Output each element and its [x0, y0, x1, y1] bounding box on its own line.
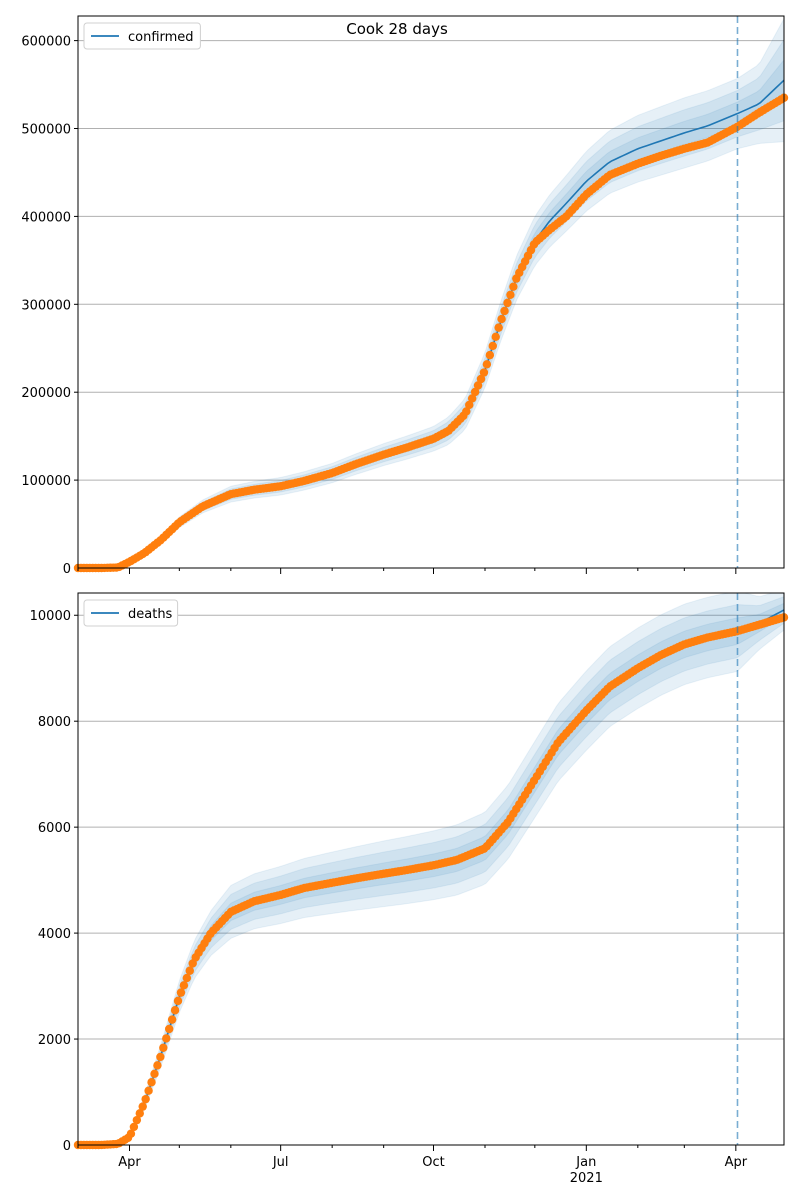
confirmed-panel: 0 100000 200000 300000 400000 500000 600000 con… — [21, 15, 789, 577]
observed-point — [185, 966, 194, 975]
observed-point — [162, 1034, 171, 1043]
uncertainty-band-1 — [112, 18, 785, 569]
observed-point — [126, 1129, 136, 1138]
x-tick-label: Apr — [725, 1155, 748, 1170]
observed-point — [147, 1078, 156, 1087]
observed-point — [503, 298, 512, 308]
observed-point — [462, 407, 471, 416]
x-tick-label: Oct — [422, 1155, 444, 1170]
observed-points — [73, 613, 789, 1150]
observed-point — [167, 1015, 177, 1024]
y-tick-label: 8000 — [38, 715, 71, 730]
legend: confirmed — [83, 22, 201, 50]
x-tick-sublabel: 2021 — [570, 1171, 603, 1186]
y-tick-label: 600000 — [21, 35, 71, 50]
figure-title: Cook 28 days — [346, 20, 448, 38]
uncertainty-band-3 — [112, 58, 785, 569]
legend-box — [83, 599, 179, 627]
observed-point — [164, 1024, 174, 1034]
uncertainty-band-2 — [112, 37, 785, 569]
observed-point — [135, 1109, 144, 1118]
observed-point — [476, 374, 486, 384]
observed-point — [176, 988, 186, 997]
observed-point — [482, 360, 492, 369]
observed-point — [173, 996, 183, 1006]
observed-point — [129, 1122, 139, 1132]
y-tick-label: 2000 — [38, 1033, 71, 1048]
observed-points — [73, 93, 789, 573]
observed-point — [488, 341, 497, 351]
observed-point — [179, 981, 189, 990]
observed-point — [470, 387, 480, 397]
observed-point — [497, 314, 506, 324]
legend-label: confirmed — [128, 30, 194, 45]
observed-point — [150, 1069, 159, 1079]
y-tick-label: 4000 — [38, 927, 71, 942]
observed-point — [473, 381, 483, 390]
observed-point — [494, 323, 503, 332]
x-tick-label: Jan — [575, 1155, 596, 1170]
observed-point — [509, 282, 518, 291]
observed-point — [485, 350, 495, 360]
axes-frame — [77, 15, 785, 569]
observed-point — [144, 1086, 153, 1095]
observed-point — [467, 394, 477, 403]
y-tick-label: 6000 — [38, 821, 71, 836]
y-tick-label: 300000 — [21, 298, 71, 313]
observed-point — [138, 1102, 147, 1111]
y-tick-label: 200000 — [21, 386, 71, 401]
y-tick-label: 400000 — [21, 210, 71, 225]
observed-point — [141, 1094, 150, 1104]
observed-point — [156, 1052, 165, 1062]
observed-point — [465, 400, 474, 410]
observed-point — [170, 1006, 180, 1015]
x-tick-label: Apr — [118, 1155, 141, 1170]
observed-point — [132, 1115, 142, 1125]
observed-point — [159, 1043, 168, 1052]
x-tick-label: Jul — [272, 1155, 289, 1170]
observed-point — [479, 368, 489, 377]
y-tick-label: 0 — [63, 1139, 71, 1154]
observed-point — [500, 306, 509, 316]
observed-point — [506, 290, 515, 299]
observed-point — [491, 332, 500, 341]
observed-point — [182, 973, 192, 983]
legend-box — [83, 22, 201, 50]
y-tick-label: 0 — [63, 562, 71, 577]
y-tick-label: 100000 — [21, 474, 71, 489]
observed-point — [153, 1061, 162, 1070]
legend-label: deaths — [128, 607, 173, 622]
y-tick-label: 500000 — [21, 123, 71, 138]
legend: deaths — [83, 599, 179, 627]
y-tick-label: 10000 — [30, 609, 71, 624]
axes-frame — [77, 592, 785, 1146]
